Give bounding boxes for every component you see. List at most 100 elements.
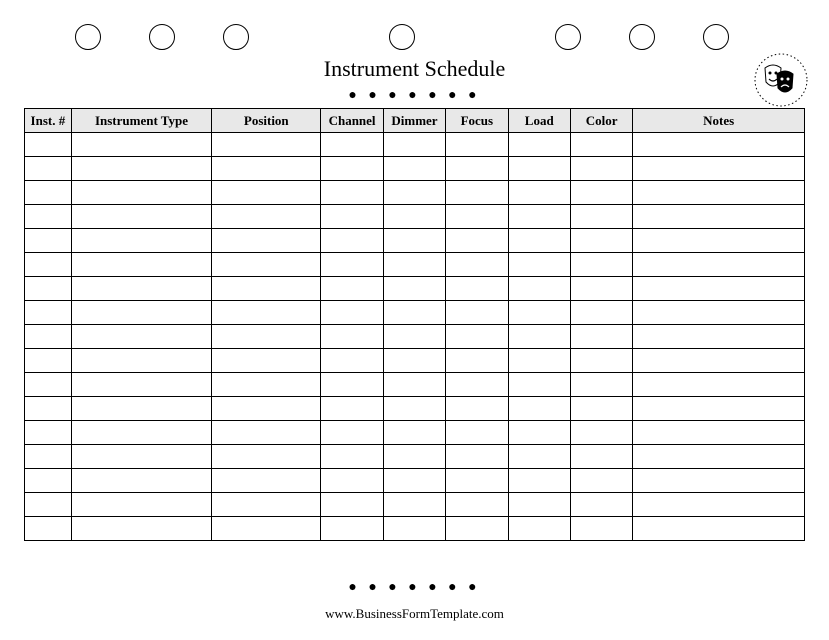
table-cell	[212, 397, 321, 421]
table-cell	[508, 517, 570, 541]
table-cell	[633, 301, 805, 325]
table-cell	[321, 181, 383, 205]
table-cell	[212, 253, 321, 277]
table-cell	[633, 277, 805, 301]
column-header: Focus	[446, 109, 508, 133]
table-cell	[71, 301, 211, 325]
table-cell	[25, 397, 72, 421]
table-cell	[212, 445, 321, 469]
table-cell	[71, 229, 211, 253]
table-cell	[508, 277, 570, 301]
table-cell	[25, 229, 72, 253]
table-cell	[570, 205, 632, 229]
table-cell	[446, 157, 508, 181]
table-cell	[508, 157, 570, 181]
table-cell	[71, 253, 211, 277]
table-cell	[71, 397, 211, 421]
table-cell	[71, 205, 211, 229]
table-cell	[383, 421, 445, 445]
table-row	[25, 445, 805, 469]
page-title: Instrument Schedule	[0, 56, 829, 82]
table-cell	[508, 493, 570, 517]
table-cell	[321, 133, 383, 157]
table-cell	[446, 421, 508, 445]
table-row	[25, 373, 805, 397]
table-cell	[446, 517, 508, 541]
table-cell	[212, 325, 321, 349]
table-cell	[508, 373, 570, 397]
table-cell	[446, 133, 508, 157]
binder-hole	[149, 24, 175, 50]
table-cell	[321, 229, 383, 253]
table-cell	[446, 373, 508, 397]
table-cell	[508, 349, 570, 373]
table-cell	[25, 325, 72, 349]
table-cell	[508, 325, 570, 349]
table-cell	[25, 349, 72, 373]
binder-hole	[629, 24, 655, 50]
table-row	[25, 397, 805, 421]
column-header: Color	[570, 109, 632, 133]
table-cell	[71, 421, 211, 445]
table-cell	[383, 349, 445, 373]
table-cell	[633, 325, 805, 349]
column-header: Notes	[633, 109, 805, 133]
table-cell	[321, 469, 383, 493]
table-row	[25, 517, 805, 541]
table-cell	[570, 445, 632, 469]
table-cell	[25, 517, 72, 541]
table-cell	[633, 253, 805, 277]
table-cell	[383, 517, 445, 541]
table-cell	[25, 133, 72, 157]
table-cell	[321, 373, 383, 397]
table-cell	[212, 277, 321, 301]
table-row	[25, 277, 805, 301]
table-cell	[383, 325, 445, 349]
table-cell	[383, 277, 445, 301]
table-cell	[570, 349, 632, 373]
table-cell	[446, 493, 508, 517]
table-row	[25, 325, 805, 349]
binder-hole	[703, 24, 729, 50]
table-cell	[321, 349, 383, 373]
table-cell	[212, 469, 321, 493]
table-cell	[71, 133, 211, 157]
table-cell	[383, 181, 445, 205]
table-cell	[508, 133, 570, 157]
table-head: Inst. #Instrument TypePositionChannelDim…	[25, 109, 805, 133]
binder-holes	[0, 24, 829, 54]
table-cell	[633, 157, 805, 181]
decorative-dots-top: ● ● ● ● ● ● ●	[0, 88, 829, 104]
table-cell	[446, 469, 508, 493]
table-cell	[570, 229, 632, 253]
table-cell	[446, 277, 508, 301]
table-cell	[71, 493, 211, 517]
table-cell	[633, 373, 805, 397]
table-cell	[71, 469, 211, 493]
table-cell	[321, 301, 383, 325]
table-cell	[321, 397, 383, 421]
table-cell	[383, 493, 445, 517]
table-cell	[212, 349, 321, 373]
table-cell	[383, 157, 445, 181]
table-cell	[508, 229, 570, 253]
table-cell	[446, 301, 508, 325]
table-cell	[212, 229, 321, 253]
table-row	[25, 493, 805, 517]
table-cell	[71, 157, 211, 181]
table-cell	[212, 133, 321, 157]
schedule-table-container: Inst. #Instrument TypePositionChannelDim…	[24, 108, 805, 541]
table-cell	[633, 397, 805, 421]
table-cell	[25, 205, 72, 229]
table-cell	[508, 397, 570, 421]
table-row	[25, 253, 805, 277]
column-header: Inst. #	[25, 109, 72, 133]
table-row	[25, 181, 805, 205]
table-cell	[446, 181, 508, 205]
column-header: Channel	[321, 109, 383, 133]
table-cell	[570, 253, 632, 277]
table-cell	[446, 325, 508, 349]
table-cell	[570, 301, 632, 325]
table-cell	[212, 157, 321, 181]
table-cell	[633, 133, 805, 157]
